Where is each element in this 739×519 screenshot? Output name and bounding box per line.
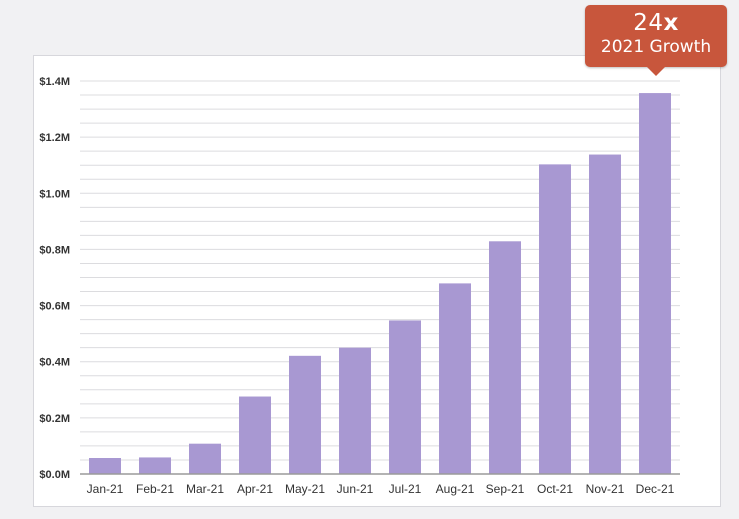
bar-jul-21 xyxy=(389,320,421,474)
growth-multiplier-value: 24 xyxy=(633,10,664,36)
x-axis-category-labels: Jan-21 Feb-21 Mar-21 Apr-21 May-21 Jun-21 Jul-… xyxy=(87,482,675,496)
x-category-label: Sep-21 xyxy=(486,482,525,496)
y-tick-label: $1.2M xyxy=(39,132,70,144)
bar-feb-21 xyxy=(139,457,171,474)
bar-mar-21 xyxy=(189,443,221,474)
x-category-label: Jun-21 xyxy=(337,482,374,496)
bar-may-21 xyxy=(289,355,321,474)
x-category-label: Dec-21 xyxy=(636,482,675,496)
bar-jan-21 xyxy=(89,457,121,474)
bar-nov-21 xyxy=(589,154,621,474)
bar-jun-21 xyxy=(339,347,371,474)
x-category-label: Aug-21 xyxy=(436,482,475,496)
y-tick-label: $0.6M xyxy=(39,301,70,313)
y-tick-label: $0.2M xyxy=(39,413,70,425)
y-tick-label: $0.4M xyxy=(39,357,70,369)
x-category-label: Apr-21 xyxy=(237,482,273,496)
x-category-label: Jul-21 xyxy=(389,482,422,496)
bar-dec-21 xyxy=(639,93,671,475)
growth-multiplier: 24x xyxy=(585,10,727,36)
y-axis-tick-labels: $0.0M $0.2M $0.4M $0.6M $0.8M $1.0M $1.2M $1.4M xyxy=(39,76,70,481)
bar-apr-21 xyxy=(239,396,271,474)
bars xyxy=(89,93,671,475)
x-category-label: Feb-21 xyxy=(136,482,174,496)
x-category-label: Nov-21 xyxy=(586,482,625,496)
growth-multiplier-suffix: x xyxy=(663,10,679,36)
growth-callout: 24x 2021 Growth xyxy=(585,5,727,76)
x-category-label: Jan-21 xyxy=(87,482,124,496)
bar-aug-21 xyxy=(439,283,471,474)
x-category-label: Mar-21 xyxy=(186,482,224,496)
bar-sep-21 xyxy=(489,241,521,474)
growth-subtitle: 2021 Growth xyxy=(600,37,712,57)
y-tick-label: $1.4M xyxy=(39,76,70,88)
y-tick-label: $0.0M xyxy=(39,469,70,481)
x-category-label: May-21 xyxy=(285,482,325,496)
bar-oct-21 xyxy=(539,164,571,475)
y-tick-label: $1.0M xyxy=(39,188,70,200)
y-tick-label: $0.8M xyxy=(39,244,70,256)
x-category-label: Oct-21 xyxy=(537,482,573,496)
